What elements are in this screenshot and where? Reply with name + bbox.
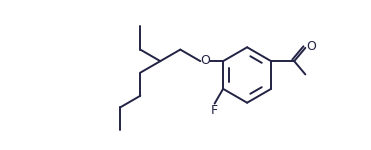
Text: O: O: [201, 54, 210, 67]
Text: F: F: [211, 104, 218, 117]
Text: O: O: [306, 40, 316, 53]
